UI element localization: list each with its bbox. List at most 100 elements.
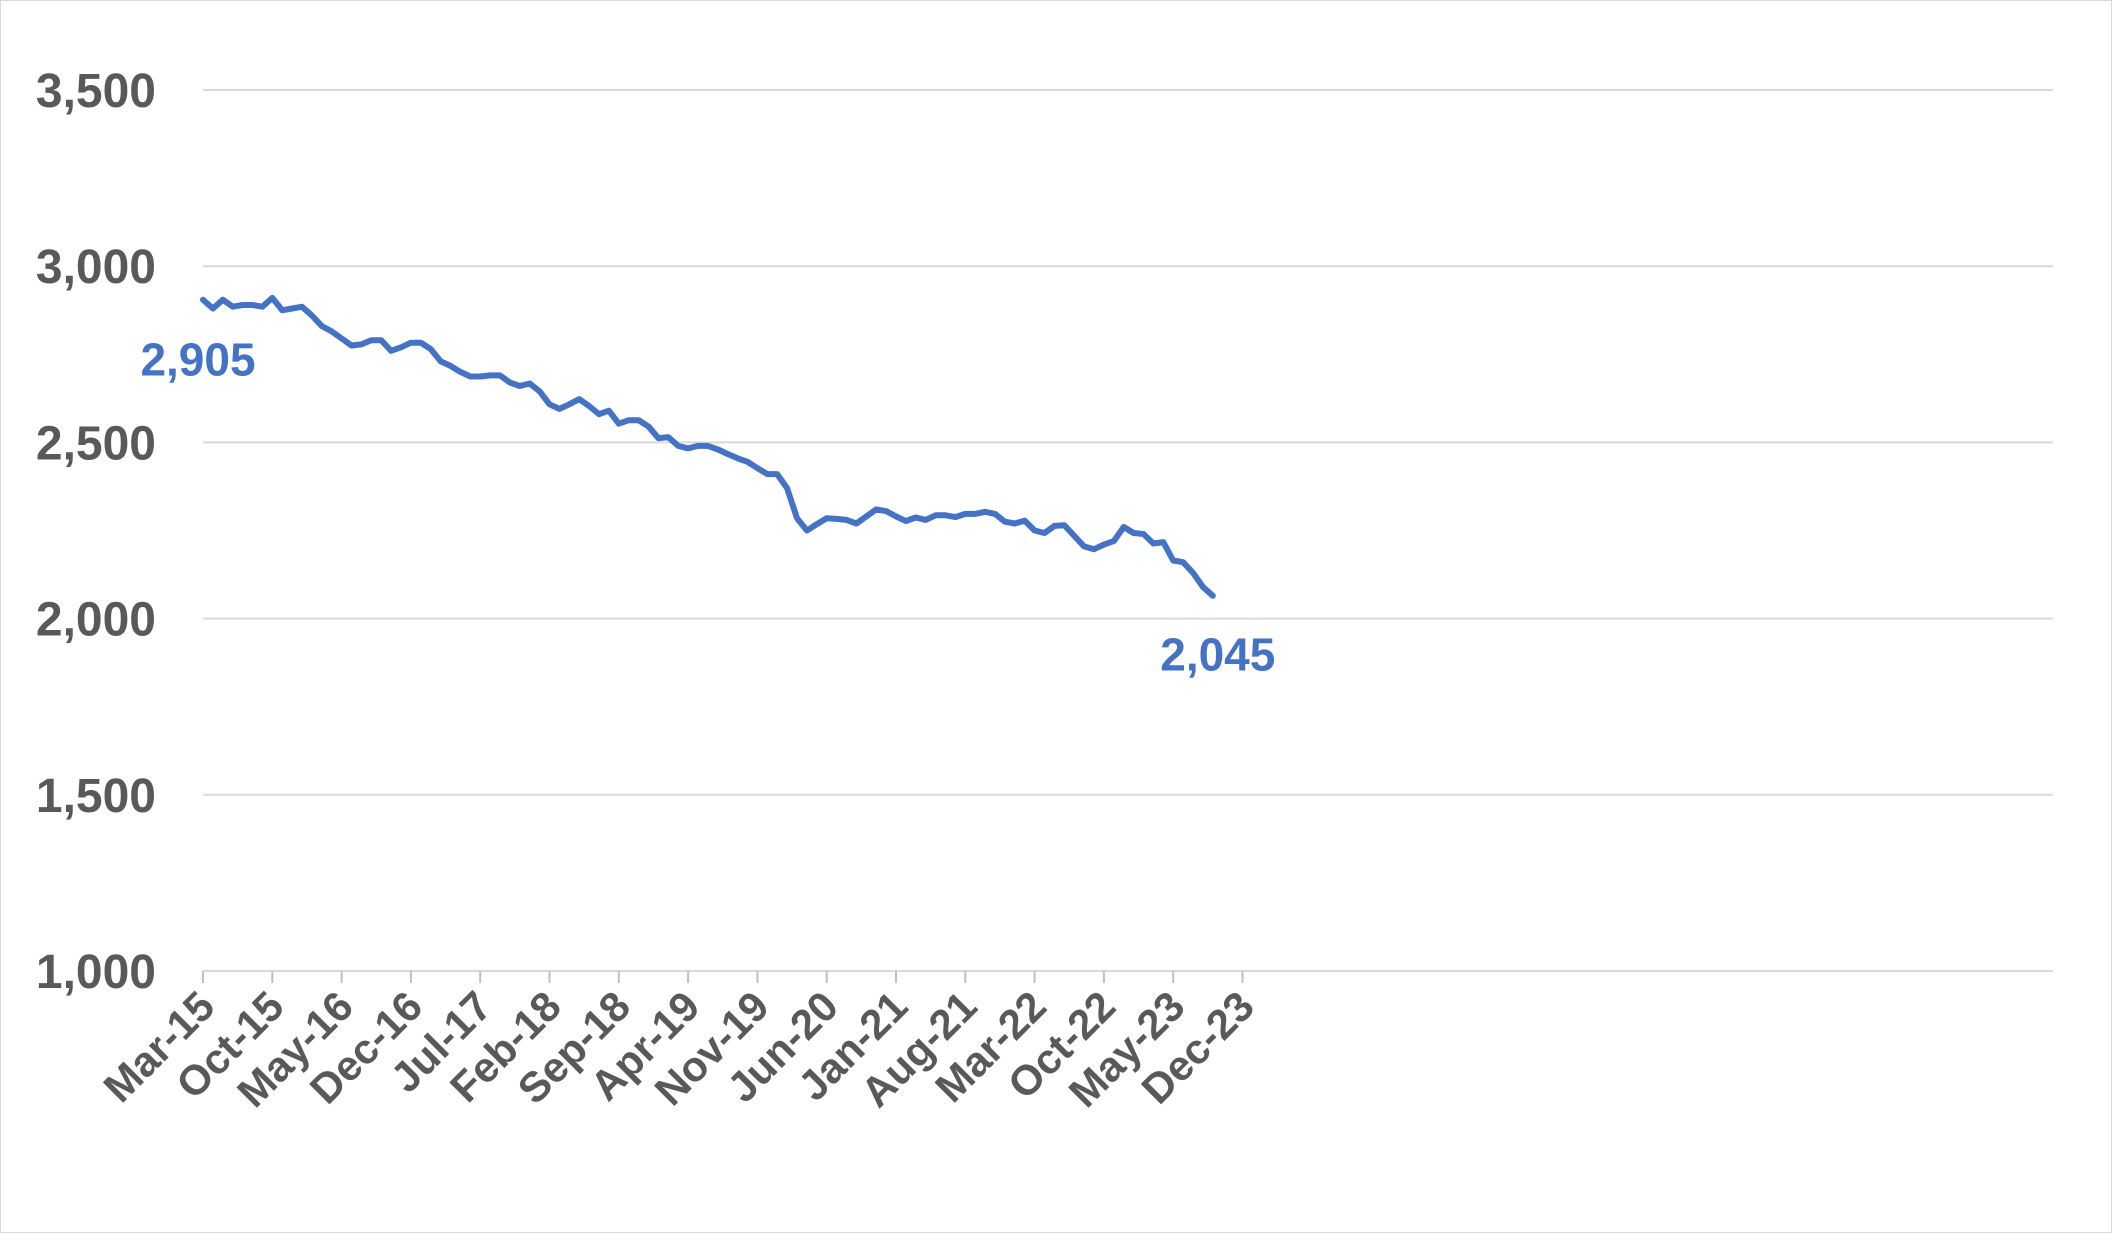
data-point bbox=[378, 337, 384, 343]
data-point bbox=[626, 417, 632, 423]
data-point bbox=[992, 511, 998, 517]
data-point bbox=[418, 340, 424, 346]
data-point bbox=[319, 323, 325, 329]
data-point bbox=[933, 512, 939, 518]
data-point bbox=[1002, 519, 1008, 525]
data-point bbox=[1012, 521, 1018, 527]
data-point bbox=[517, 383, 523, 389]
data-point bbox=[279, 307, 285, 313]
data-point bbox=[1111, 538, 1117, 544]
data-point bbox=[725, 451, 731, 457]
data-point bbox=[784, 485, 790, 491]
data-point bbox=[388, 348, 394, 354]
data-point bbox=[259, 304, 265, 310]
data-point bbox=[1042, 530, 1048, 536]
data-point bbox=[1180, 559, 1186, 565]
data-point bbox=[1022, 518, 1028, 524]
y-tick-label: 1,500 bbox=[36, 770, 156, 823]
data-point bbox=[675, 443, 681, 449]
data-point bbox=[972, 511, 978, 517]
data-point bbox=[556, 406, 562, 412]
y-tick-label: 2,500 bbox=[36, 417, 156, 470]
data-point bbox=[507, 380, 513, 386]
data-point bbox=[636, 417, 642, 423]
data-point bbox=[646, 424, 652, 430]
data-point bbox=[1071, 533, 1077, 539]
data-point bbox=[655, 435, 661, 441]
data-label-last: 2,045 bbox=[1160, 629, 1275, 681]
data-point bbox=[398, 344, 404, 350]
data-point bbox=[1091, 546, 1097, 552]
data-point bbox=[853, 521, 859, 527]
data-point bbox=[240, 302, 246, 308]
x-axis: Mar-15Oct-15May-16Dec-16Jul-17Feb-18Sep-… bbox=[94, 970, 2053, 1116]
data-point bbox=[1101, 542, 1107, 548]
data-point bbox=[824, 515, 830, 521]
y-tick-label: 3,000 bbox=[36, 241, 156, 294]
y-axis: 1,000 1,500 2,000 2,500 3,000 3,500 bbox=[36, 65, 156, 999]
data-point bbox=[329, 328, 335, 334]
data-point bbox=[863, 513, 869, 519]
data-point bbox=[309, 313, 315, 319]
data-point bbox=[834, 516, 840, 522]
data-point bbox=[1190, 570, 1196, 576]
data-point bbox=[477, 374, 483, 380]
data-point bbox=[200, 297, 206, 303]
data-point bbox=[368, 337, 374, 343]
data-point bbox=[804, 528, 810, 534]
data-point bbox=[923, 517, 929, 523]
data-point bbox=[745, 459, 751, 465]
data-point bbox=[962, 511, 968, 517]
data-point bbox=[457, 369, 463, 375]
data-point bbox=[873, 506, 879, 512]
data-point bbox=[814, 521, 820, 527]
data-point bbox=[1051, 523, 1057, 529]
data-point bbox=[339, 335, 345, 341]
data-point bbox=[230, 304, 236, 310]
data-point bbox=[596, 411, 602, 417]
data-point bbox=[1032, 528, 1038, 534]
data-point bbox=[289, 306, 295, 312]
data-point bbox=[566, 401, 572, 407]
data-point bbox=[1121, 524, 1127, 530]
y-tick-label: 2,000 bbox=[36, 594, 156, 647]
series-line bbox=[200, 294, 1216, 599]
data-point bbox=[1200, 584, 1206, 590]
data-point bbox=[705, 443, 711, 449]
data-point bbox=[1131, 530, 1137, 536]
y-tick-label: 1,000 bbox=[36, 946, 156, 999]
data-point bbox=[695, 443, 701, 449]
data-point bbox=[1081, 543, 1087, 549]
data-point bbox=[764, 471, 770, 477]
data-point bbox=[467, 374, 473, 380]
data-point bbox=[220, 297, 226, 303]
data-point bbox=[269, 295, 275, 301]
y-tick-label: 3,500 bbox=[36, 65, 156, 118]
data-point bbox=[735, 455, 741, 461]
data-point bbox=[487, 372, 493, 378]
data-point bbox=[665, 434, 671, 440]
data-point bbox=[883, 508, 889, 514]
data-point bbox=[844, 517, 850, 523]
data-point bbox=[428, 346, 434, 352]
data-point bbox=[685, 445, 691, 451]
data-point bbox=[943, 512, 949, 518]
data-point bbox=[982, 509, 988, 515]
data-point bbox=[1150, 541, 1156, 547]
data-point bbox=[349, 343, 355, 349]
data-point bbox=[913, 515, 919, 521]
data-point bbox=[210, 306, 216, 312]
data-label-first: 2,905 bbox=[140, 334, 255, 386]
data-point bbox=[250, 302, 256, 308]
data-point bbox=[547, 401, 553, 407]
data-point bbox=[448, 363, 454, 369]
data-point bbox=[952, 514, 958, 520]
data-point bbox=[586, 403, 592, 409]
data-point bbox=[527, 381, 533, 387]
data-point bbox=[774, 471, 780, 477]
data-point bbox=[616, 421, 622, 427]
data-point bbox=[1210, 593, 1216, 599]
data-point bbox=[358, 341, 364, 347]
data-point bbox=[497, 372, 503, 378]
data-point bbox=[576, 396, 582, 402]
